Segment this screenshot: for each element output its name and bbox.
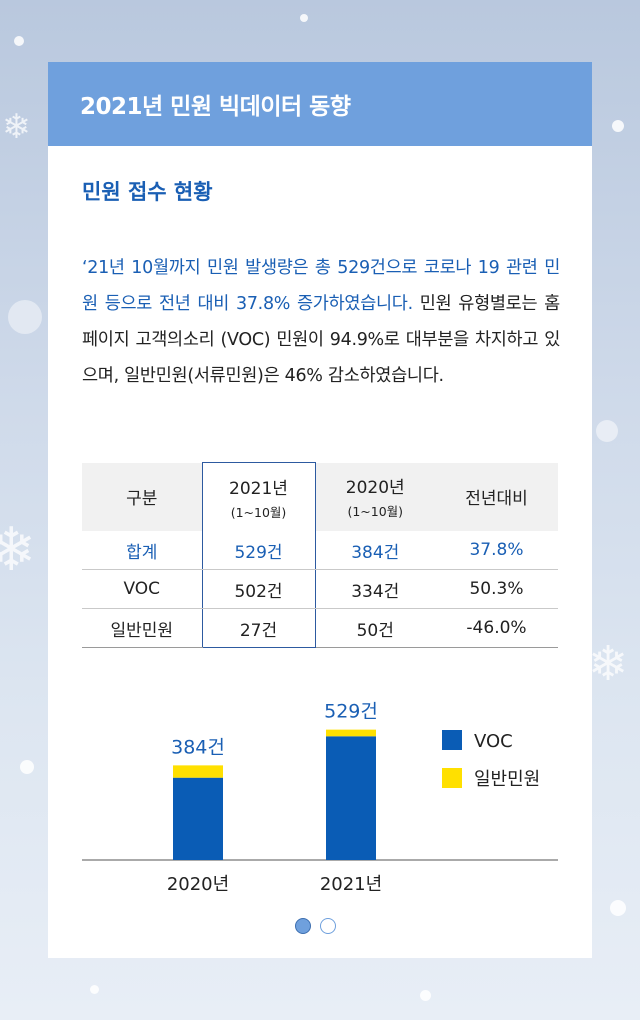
table-header-row: 구분 2021년 (1~10월) 2020년 (1~10월) 전년대비 [82,462,558,531]
summary-paragraph: ‘21년 10월까지 민원 발생량은 총 529건으로 코로나 19 관련 민원… [82,250,560,394]
bar-total-label: 384건 [171,736,225,758]
snowflake-icon: ❄ [588,636,629,692]
table-cell: 50건 [315,608,435,648]
legend-swatch [442,768,462,788]
pagination [295,918,336,934]
snow-dot [90,985,99,994]
content-card: 2021년 민원 빅데이터 동향 민원 접수 현황 ‘21년 10월까지 민원 … [48,62,592,958]
bar-general [173,765,223,778]
table-header-2021: 2021년 (1~10월) [201,462,316,531]
snow-dot [8,300,42,334]
x-tick-label: 2020년 [167,874,229,895]
complaint-table: 구분 2021년 (1~10월) 2020년 (1~10월) 전년대비 합계 529… [82,462,558,648]
table-cell: 334건 [315,569,435,609]
summary-highlight: ‘21년 10월까지 민원 발생량은 총 529건으로 코로나 19 관련 민원… [82,258,560,314]
table-cell: 일반민원 [82,608,202,648]
snow-dot [610,900,626,916]
table-header-2020: 2020년 (1~10월) [315,462,435,531]
x-tick-label: 2021년 [320,874,382,895]
table-cell: VOC [82,569,202,609]
table-cell: 502건 [201,569,316,609]
legend-label: 일반민원 [474,769,540,790]
snow-dot [612,120,624,132]
snowflake-icon: ❄ [0,515,37,585]
table-row-total: 합계 529건 384건 37.8% [82,531,558,570]
bar-voc [326,736,376,860]
snow-dot [20,760,34,774]
snow-dot [420,990,431,1001]
legend-label: VOC [474,731,513,752]
snow-dot [14,36,24,46]
table-row-voc: VOC 502건 334건 50.3% [82,569,558,609]
snow-dot [596,420,618,442]
section-title: 민원 접수 현황 [82,180,213,204]
summary-body: 민원 유형별로는 홈페이지 고객의소리 (VOC) 민원이 94.9%로 대부분… [82,294,560,386]
stacked-bar-chart: 384건 2020년 529건 2021년 VOC 일반민원 [82,701,558,895]
table-cell: 27건 [201,608,316,648]
table-cell: 50.3% [435,569,558,609]
bar-general [326,729,376,737]
page-dot-active[interactable] [295,918,311,934]
table-cell: 384건 [315,531,435,570]
bar-voc [173,777,223,860]
table-row-general: 일반민원 27건 50건 -46.0% [82,608,558,648]
card-header: 2021년 민원 빅데이터 동향 [48,62,592,146]
page-title: 2021년 민원 빅데이터 동향 [80,94,351,120]
page-dot[interactable] [320,918,336,934]
table-cell: -46.0% [435,608,558,648]
table-header-category: 구분 [82,462,202,531]
snow-dot [300,14,308,22]
table-cell: 529건 [201,531,316,570]
bar-total-label: 529건 [324,701,378,723]
legend-swatch [442,730,462,750]
table-cell: 37.8% [435,531,558,570]
snowflake-icon: ❄ [2,107,31,147]
table-cell: 합계 [82,531,202,570]
table-header-change: 전년대비 [435,462,558,531]
